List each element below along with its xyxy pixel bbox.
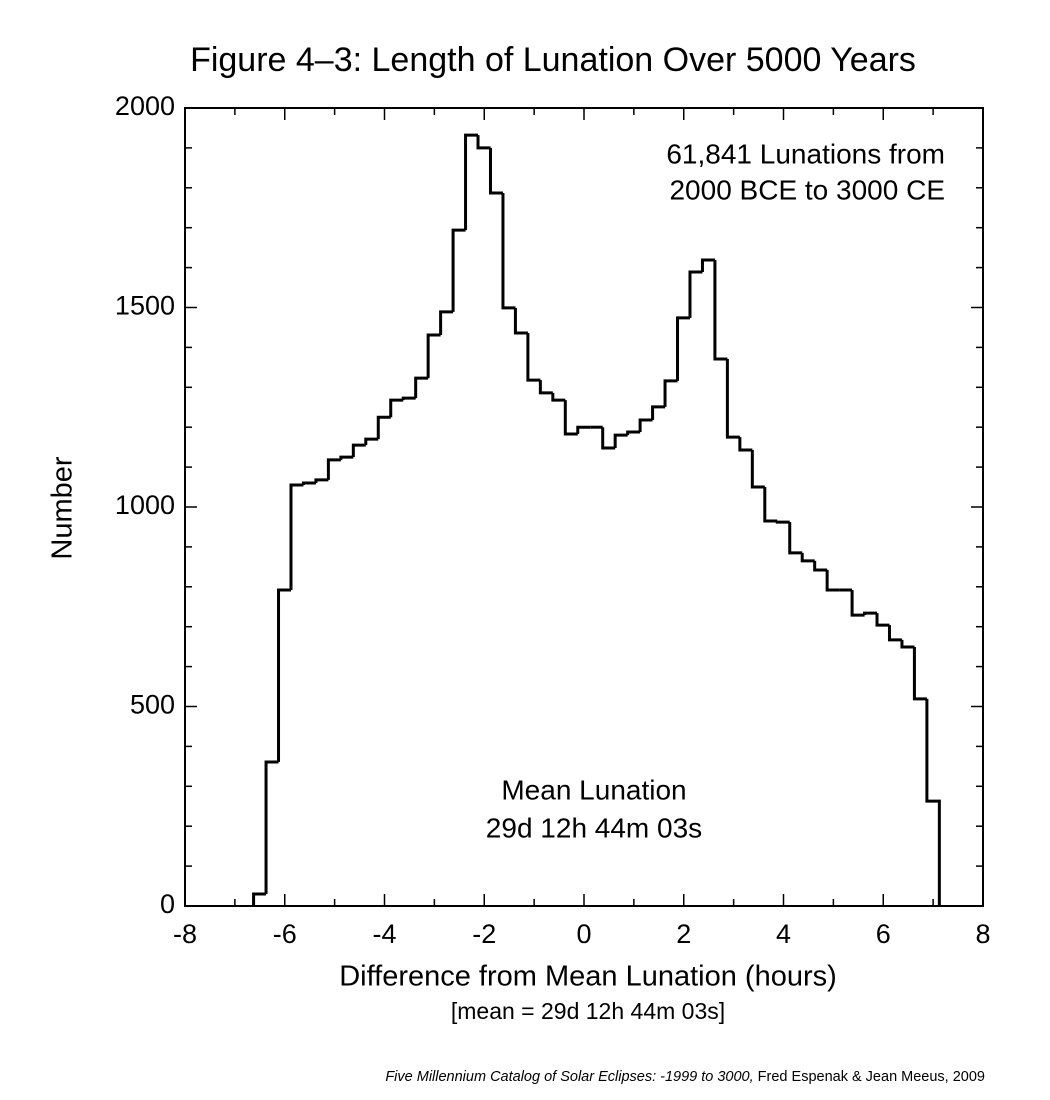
histogram-bin (850, 589, 865, 617)
histogram-bin (651, 405, 666, 421)
histogram-bin (301, 481, 316, 486)
x-tick-label: 8 (975, 919, 990, 949)
histogram-bin (439, 310, 454, 336)
y-tick-label: 1500 (115, 291, 175, 321)
histogram-bin (900, 639, 915, 649)
x-tick-label: -8 (173, 919, 197, 949)
x-tick-label: 2 (676, 919, 691, 949)
histogram-bin (289, 483, 304, 590)
histogram-bin (626, 430, 641, 436)
histogram-bin (800, 552, 815, 563)
annotation: 61,841 Lunations from (666, 138, 945, 169)
histogram-bin (476, 135, 491, 150)
credit: Five Millennium Catalog of Solar Eclipse… (385, 1069, 985, 1085)
histogram-bin (277, 588, 291, 762)
histogram-bin (613, 433, 628, 448)
histogram-bin (887, 625, 902, 642)
x-tick-label: -4 (372, 919, 396, 949)
histogram-bin (252, 892, 267, 906)
histogram-bin (526, 333, 541, 382)
histogram-bin (688, 270, 703, 318)
histogram-bin (738, 437, 753, 452)
histogram-bin (601, 427, 616, 450)
x-axis-sublabel: [mean = 29d 12h 44m 03s] (451, 998, 725, 1024)
annotation: 2000 BCE to 3000 CE (669, 174, 945, 205)
histogram-bin (576, 425, 591, 434)
histogram-bin (401, 396, 416, 401)
y-tick-label: 0 (160, 889, 175, 919)
y-axis-label: Number (47, 456, 79, 559)
histogram-bin (925, 698, 941, 906)
histogram-bin (663, 379, 678, 407)
histogram-bin (638, 418, 653, 432)
histogram-bin (513, 307, 528, 335)
histogram-bin (264, 760, 279, 895)
histogram-bin (875, 613, 890, 627)
histogram-bin (364, 437, 379, 446)
histogram-bin (700, 258, 715, 272)
y-tick-label: 1000 (115, 490, 175, 520)
x-tick-label: 6 (876, 919, 891, 949)
x-tick-label: -2 (472, 919, 496, 949)
x-axis-label: Difference from Mean Lunation (hours) (339, 961, 837, 993)
histogram-bin (863, 611, 878, 616)
histogram-bin (326, 458, 341, 480)
histogram-bin (414, 376, 429, 399)
histogram-bin (538, 380, 553, 395)
histogram-bin (339, 455, 354, 460)
x-tick-label: -6 (273, 919, 297, 949)
credit-title: Five Millennium Catalog of Solar Eclipse… (385, 1069, 753, 1085)
histogram-bin (551, 392, 566, 402)
histogram-bin (389, 398, 404, 418)
histogram-bin (725, 358, 740, 439)
annotation: 29d 12h 44m 03s (486, 812, 702, 843)
histogram-bin (713, 260, 728, 361)
credit-authors: Fred Espenak & Jean Meeus, 2009 (754, 1069, 985, 1085)
histogram-bin (488, 147, 503, 195)
histogram-bin (563, 400, 578, 436)
histogram-bin (464, 133, 479, 231)
histogram-bin (501, 192, 516, 310)
x-tick-label: 0 (576, 919, 591, 949)
chart-title: Figure 4–3: Length of Lunation Over 5000… (190, 41, 916, 79)
annotation: Mean Lunation (501, 774, 686, 805)
histogram-bin (451, 228, 466, 312)
histogram-bin (788, 522, 803, 555)
histogram-bin (825, 570, 840, 592)
histogram-bin (676, 316, 690, 381)
histogram-bin (351, 443, 366, 458)
histogram-bin (763, 487, 778, 523)
histogram-bin (813, 560, 828, 572)
histogram-bin (376, 415, 391, 440)
y-tick-label: 500 (130, 690, 175, 720)
x-tick-label: 4 (776, 919, 791, 949)
histogram-bin (426, 333, 441, 379)
histogram-bin (775, 520, 790, 524)
histogram-bin (912, 647, 927, 701)
histogram-bin (750, 449, 765, 489)
histogram-bin (314, 478, 329, 484)
y-tick-label: 2000 (115, 91, 175, 121)
